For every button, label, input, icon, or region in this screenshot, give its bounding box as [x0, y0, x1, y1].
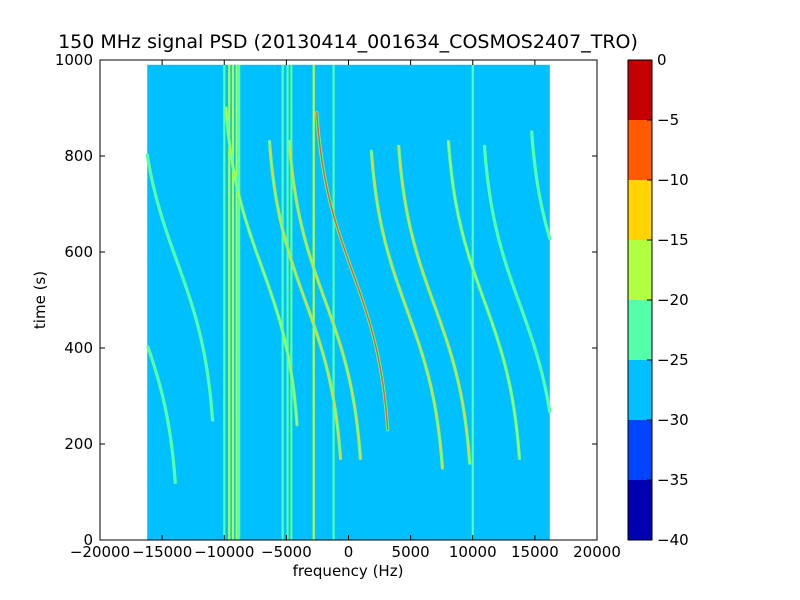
- plot-area: [99, 59, 598, 541]
- y-tick-label: 0: [83, 531, 93, 549]
- vertical-line-5: [235, 64, 238, 540]
- vertical-line-12: [459, 64, 461, 540]
- colorbar-tick-label: −10: [657, 171, 689, 189]
- track-core: [530, 131, 551, 240]
- vertical-line-11: [332, 64, 335, 540]
- doppler-track-8: [446, 140, 522, 460]
- doppler-track-9: [482, 144, 552, 413]
- track-core: [447, 140, 521, 460]
- chart-title: 150 MHz signal PSD (20130414_001634_COSM…: [58, 31, 638, 53]
- colorbar: 0 −5 −10 −15 −20 −25 −30 −35 −40: [627, 51, 689, 549]
- x-tick-label: 0: [344, 543, 354, 561]
- vertical-line-14: [534, 64, 536, 540]
- colorbar-band: [628, 480, 652, 540]
- track-core: [316, 112, 389, 431]
- doppler-track-0: [146, 345, 177, 484]
- colorbar-tick-label: −30: [657, 411, 689, 429]
- colorbar-tick-label: −15: [657, 231, 689, 249]
- vertical-line-3: [228, 64, 231, 540]
- track-core: [146, 154, 214, 421]
- y-axis: 0 200 400 600 800 1000: [55, 51, 597, 549]
- y-tick-label: 800: [64, 147, 93, 165]
- track-core: [398, 145, 471, 464]
- doppler-track-7: [397, 144, 472, 465]
- doppler-track-1: [145, 153, 215, 422]
- y-tick-label: 600: [64, 243, 93, 261]
- doppler-track-6: [369, 149, 444, 470]
- track-core: [483, 145, 551, 413]
- track-core: [147, 346, 176, 484]
- track-core: [288, 140, 362, 460]
- colorbar-band: [628, 360, 652, 420]
- vertical-line-10: [312, 64, 315, 540]
- x-tick-label: 10000: [449, 543, 497, 561]
- x-tick-label: −5000: [261, 543, 312, 561]
- y-tick-label: 400: [64, 339, 93, 357]
- colorbar-tick-label: −40: [657, 531, 689, 549]
- vertical-line-13: [471, 64, 474, 540]
- colorbar-band: [628, 300, 652, 360]
- colorbar-band: [628, 120, 652, 180]
- track-core: [268, 140, 342, 460]
- vertical-line-6: [238, 64, 241, 540]
- y-tick-label: 1000: [55, 51, 93, 69]
- y-tick-label: 200: [64, 435, 93, 453]
- colorbar-tick-label: 0: [657, 51, 667, 69]
- vertical-line-8: [286, 64, 289, 540]
- doppler-track-3: [267, 140, 343, 460]
- colorbar-band: [628, 240, 652, 300]
- colorbar-band: [628, 60, 652, 120]
- colorbar-tick-label: −20: [657, 291, 689, 309]
- vertical-line-9: [290, 64, 293, 540]
- colorbar-band: [628, 180, 652, 240]
- vertical-line-0: [147, 64, 150, 540]
- vertical-line-4: [231, 64, 235, 540]
- vertical-line-1: [173, 64, 176, 540]
- colorbar-tick-label: −25: [657, 351, 689, 369]
- track-core: [225, 107, 298, 426]
- x-axis-label: frequency (Hz): [293, 562, 404, 580]
- y-axis-label: time (s): [31, 271, 49, 329]
- doppler-track-4: [287, 140, 362, 460]
- doppler-track-5: [315, 111, 390, 432]
- x-tick-label: 5000: [392, 543, 430, 561]
- x-tick-label: −20000: [70, 543, 130, 561]
- psd-background: [147, 64, 550, 540]
- colorbar-tick-label: −35: [657, 471, 689, 489]
- x-axis: −20000 −15000 −10000 −5000 0 5000 10000 15000 20…: [70, 60, 621, 561]
- x-tick-label: 15000: [511, 543, 559, 561]
- vertical-line-2: [223, 64, 226, 540]
- x-tick-label: −15000: [132, 543, 192, 561]
- colorbar-band: [628, 420, 652, 480]
- colorbar-tick-label: −5: [657, 111, 679, 129]
- x-tick-label: 20000: [573, 543, 621, 561]
- vertical-line-7: [281, 64, 284, 540]
- x-tick-label: −10000: [194, 543, 254, 561]
- doppler-track-2: [224, 106, 299, 427]
- heatmap: [145, 64, 552, 540]
- track-core: [370, 150, 444, 469]
- doppler-track-10: [530, 130, 552, 241]
